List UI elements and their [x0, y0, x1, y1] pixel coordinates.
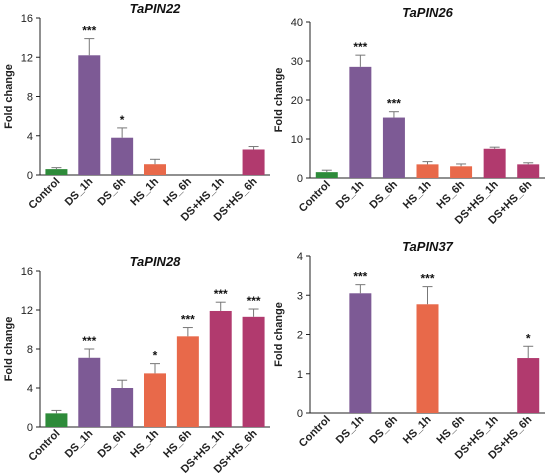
y-tick-label: 30: [291, 56, 303, 68]
bar-ds-1h: [78, 357, 101, 427]
y-tick-label: 0: [297, 408, 303, 420]
significance-marker: ***: [82, 334, 96, 348]
y-tick-label: 16: [21, 266, 33, 278]
bar-ds-hs-1h: [209, 310, 232, 427]
bar-hs-1h: [416, 304, 439, 413]
significance-marker: *: [153, 349, 158, 363]
significance-marker: ***: [181, 313, 195, 327]
significance-marker: ***: [353, 40, 367, 54]
significance-marker: ***: [353, 270, 367, 284]
x-tick-label: DS_1h: [334, 413, 367, 446]
y-tick-label: 40: [291, 17, 303, 29]
bar-ds-hs-6h: [517, 358, 540, 413]
y-tick-label: 2: [297, 330, 303, 342]
bar-ds-1h: [78, 55, 101, 175]
bar-ds-hs-6h: [517, 164, 540, 178]
y-tick-label: 3: [297, 290, 303, 302]
chart-title: TaPIN22: [130, 1, 182, 16]
y-tick-label: 20: [291, 95, 303, 107]
y-tick-label: 1: [297, 369, 303, 381]
y-axis-label: Fold change: [3, 64, 15, 129]
y-tick-label: 12: [21, 52, 33, 64]
bar-control: [45, 169, 68, 175]
y-tick-label: 0: [27, 422, 33, 434]
y-tick-label: 10: [291, 134, 303, 146]
y-axis-label: Fold change: [3, 317, 15, 382]
x-tick-label: HS_6h: [434, 413, 467, 446]
y-tick-label: 4: [27, 131, 33, 143]
bar-ds-hs-6h: [242, 316, 265, 427]
y-tick-label: 16: [21, 13, 33, 25]
significance-marker: ***: [247, 294, 261, 308]
x-tick-label: DS_1h: [334, 178, 367, 211]
x-tick-label: DS_6h: [96, 427, 129, 460]
bar-hs-1h: [144, 164, 166, 175]
bar-ds-1h: [349, 293, 372, 413]
x-tick-label: HS_6h: [434, 178, 467, 211]
x-tick-label: DS_1h: [63, 175, 96, 208]
significance-marker: *: [526, 331, 531, 345]
significance-marker: ***: [420, 272, 434, 286]
y-tick-label: 4: [297, 251, 303, 263]
chart-title: TaPIN26: [402, 5, 454, 20]
bar-control: [315, 172, 338, 178]
chart-title: TaPIN37: [402, 239, 454, 254]
bar-hs-6h: [176, 336, 199, 427]
bar-hs-1h: [416, 164, 439, 178]
bar-ds-6h: [382, 117, 405, 178]
y-tick-label: 8: [27, 92, 33, 104]
x-tick-label: DS_6h: [367, 413, 400, 446]
x-tick-label: HS_1h: [401, 178, 434, 211]
y-tick-label: 12: [21, 305, 33, 317]
x-tick-label: DS_6h: [367, 178, 400, 211]
x-tick-label: DS_1h: [63, 427, 96, 460]
bar-ds-1h: [349, 66, 372, 178]
significance-marker: ***: [387, 97, 401, 111]
y-tick-label: 8: [27, 344, 33, 356]
bar-hs-1h: [144, 373, 166, 427]
significance-marker: ***: [214, 287, 228, 301]
x-tick-label: HS_1h: [401, 413, 434, 446]
bar-hs-6h: [450, 166, 473, 178]
x-tick-label: HS_1h: [128, 427, 161, 460]
bar-ds-6h: [111, 388, 134, 427]
significance-marker: *: [120, 113, 125, 127]
significance-marker: ***: [82, 24, 96, 38]
bar-ds-hs-1h: [483, 148, 506, 178]
y-tick-label: 0: [27, 170, 33, 182]
y-tick-label: 4: [27, 383, 33, 395]
y-tick-label: 0: [297, 173, 303, 185]
bar-control: [45, 413, 68, 427]
x-tick-label: HS_1h: [128, 175, 161, 208]
y-axis-label: Fold change: [273, 302, 285, 367]
y-axis-label: Fold change: [273, 68, 285, 133]
bar-ds-6h: [111, 137, 134, 175]
bar-ds-hs-6h: [242, 149, 265, 175]
x-tick-label: DS_6h: [96, 175, 129, 208]
chart-title: TaPIN28: [130, 254, 182, 269]
